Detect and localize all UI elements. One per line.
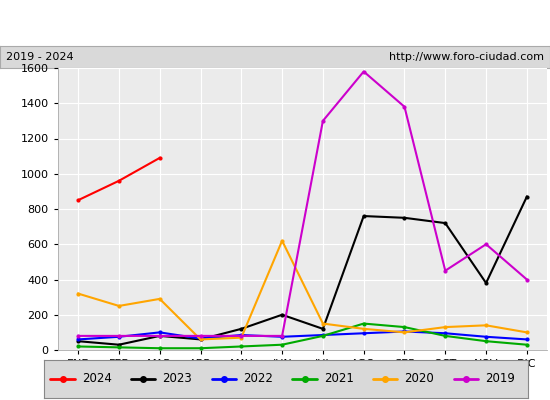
Text: 2021: 2021 (324, 372, 354, 386)
Text: 2019 - 2024: 2019 - 2024 (6, 52, 73, 62)
Text: 2022: 2022 (243, 372, 273, 386)
Text: Evolucion Nº Turistas Nacionales en el municipio de Serranillos: Evolucion Nº Turistas Nacionales en el m… (57, 16, 493, 30)
Text: 2023: 2023 (163, 372, 192, 386)
Text: 2024: 2024 (82, 372, 112, 386)
Text: http://www.foro-ciudad.com: http://www.foro-ciudad.com (389, 52, 544, 62)
Text: 2020: 2020 (405, 372, 435, 386)
Text: 2019: 2019 (485, 372, 515, 386)
